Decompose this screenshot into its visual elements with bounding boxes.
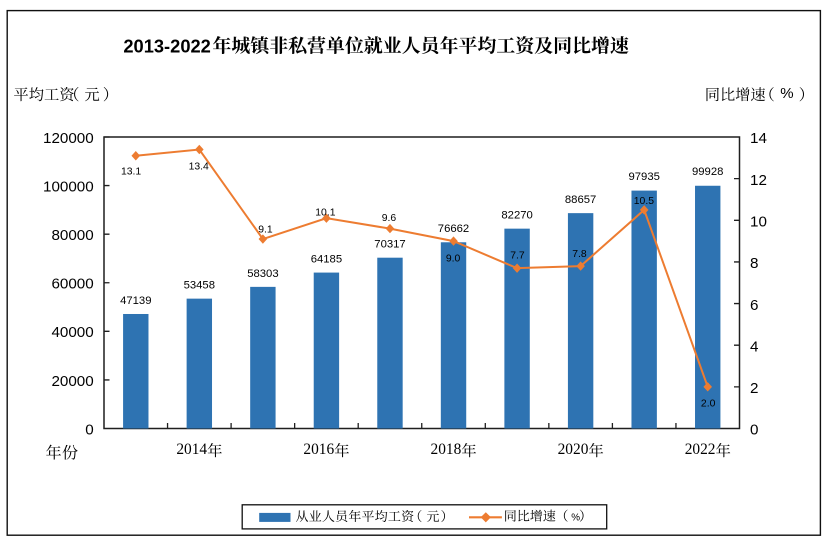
svg-text:10.5: 10.5 (634, 196, 654, 207)
svg-text:82270: 82270 (501, 209, 532, 221)
svg-text:120000: 120000 (43, 130, 94, 147)
svg-text:9.6: 9.6 (382, 213, 397, 224)
svg-text:0: 0 (750, 422, 758, 439)
svg-text:%: % (780, 85, 793, 102)
svg-text:76662: 76662 (438, 223, 469, 235)
svg-text:9.1: 9.1 (258, 224, 273, 235)
svg-text:13.1: 13.1 (121, 166, 141, 177)
svg-text:2016: 2016 (303, 441, 334, 458)
svg-text:53458: 53458 (184, 279, 215, 291)
svg-text:88657: 88657 (565, 194, 596, 206)
svg-text:20000: 20000 (51, 373, 93, 390)
svg-text:70317: 70317 (374, 239, 405, 251)
svg-text:40000: 40000 (51, 324, 93, 341)
svg-text:10.1: 10.1 (315, 207, 335, 218)
svg-text:0: 0 (85, 421, 93, 438)
svg-text:99928: 99928 (692, 166, 723, 178)
svg-text:2: 2 (750, 380, 758, 397)
svg-text:14: 14 (750, 130, 767, 147)
svg-text:4: 4 (750, 338, 758, 355)
svg-text:2014: 2014 (176, 441, 207, 458)
svg-text:6: 6 (750, 297, 758, 314)
svg-text:2022: 2022 (685, 441, 716, 458)
svg-text:7.7: 7.7 (510, 251, 525, 262)
svg-text:12: 12 (750, 172, 767, 189)
svg-text:80000: 80000 (51, 227, 93, 244)
svg-text:7.8: 7.8 (572, 249, 587, 260)
svg-text:8: 8 (750, 255, 758, 272)
svg-text:58303: 58303 (247, 268, 278, 280)
svg-text:2013-2022: 2013-2022 (123, 35, 210, 56)
svg-text:10: 10 (750, 214, 767, 231)
svg-text:97935: 97935 (628, 171, 659, 183)
svg-text:13.4: 13.4 (189, 161, 209, 172)
svg-text:2018: 2018 (431, 441, 462, 458)
svg-text:9.0: 9.0 (446, 253, 461, 264)
svg-text:47139: 47139 (120, 295, 151, 307)
svg-text:2.0: 2.0 (701, 398, 716, 409)
svg-text:60000: 60000 (51, 276, 93, 293)
svg-text:100000: 100000 (43, 179, 94, 196)
svg-text:64185: 64185 (311, 253, 342, 265)
svg-text:2020: 2020 (558, 441, 589, 458)
svg-text:%: % (571, 513, 580, 524)
